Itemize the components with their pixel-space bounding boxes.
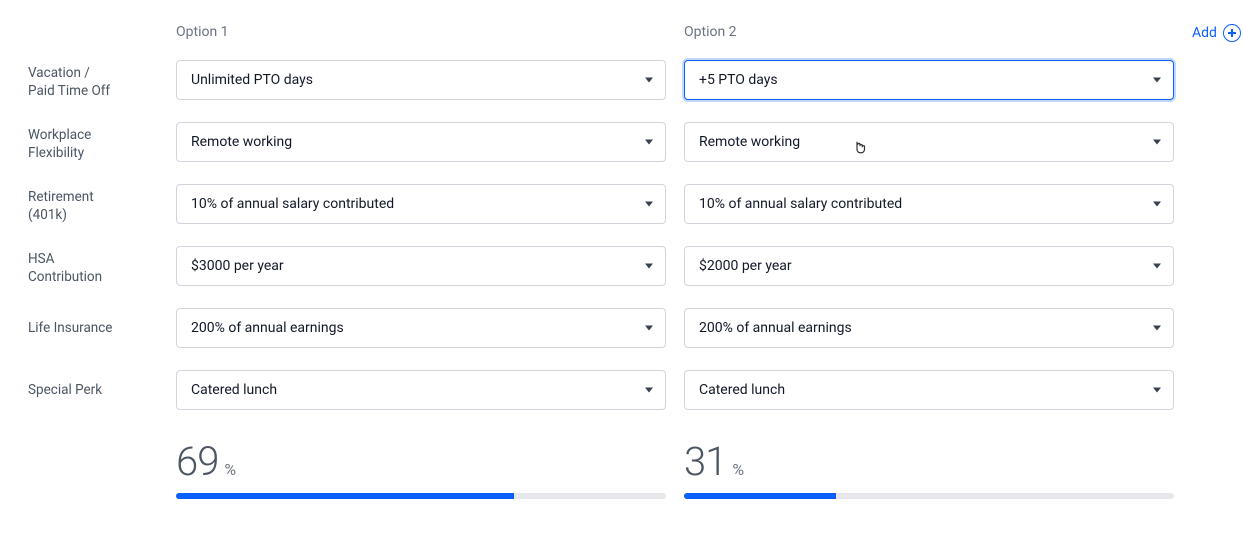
chevron-down-icon bbox=[1153, 78, 1161, 83]
select-value: Remote working bbox=[699, 134, 800, 150]
add-label: Add bbox=[1192, 25, 1217, 41]
chevron-down-icon bbox=[1153, 140, 1161, 145]
select-value: $3000 per year bbox=[191, 258, 284, 274]
select-value: +5 PTO days bbox=[699, 72, 778, 88]
select-value: 200% of annual earnings bbox=[191, 320, 344, 336]
select-opt1-row3[interactable]: $3000 per year bbox=[176, 246, 666, 286]
select-opt2-row4[interactable]: 200% of annual earnings bbox=[684, 308, 1174, 348]
row-label: HSAContribution bbox=[28, 246, 158, 286]
add-option-button[interactable]: Add bbox=[1192, 24, 1241, 60]
column-header-option1: Option 1 bbox=[176, 24, 666, 58]
chevron-down-icon bbox=[1153, 388, 1161, 393]
select-opt1-row4[interactable]: 200% of annual earnings bbox=[176, 308, 666, 348]
select-value: Remote working bbox=[191, 134, 292, 150]
row-label: Life Insurance bbox=[28, 308, 158, 348]
chevron-down-icon bbox=[645, 202, 653, 207]
select-opt1-row2[interactable]: 10% of annual salary contributed bbox=[176, 184, 666, 224]
row-label: Vacation /Paid Time Off bbox=[28, 60, 158, 100]
select-opt2-row1[interactable]: Remote working bbox=[684, 122, 1174, 162]
column-header-option2: Option 2 bbox=[684, 24, 1174, 58]
progress-bar bbox=[684, 493, 1174, 499]
result-percent-value: 69 bbox=[176, 438, 218, 485]
select-value: Catered lunch bbox=[699, 382, 785, 398]
select-opt2-row3[interactable]: $2000 per year bbox=[684, 246, 1174, 286]
select-value: Catered lunch bbox=[191, 382, 277, 398]
chevron-down-icon bbox=[1153, 202, 1161, 207]
select-opt1-row1[interactable]: Remote working bbox=[176, 122, 666, 162]
chevron-down-icon bbox=[645, 140, 653, 145]
select-opt2-row0[interactable]: +5 PTO days bbox=[684, 60, 1174, 100]
row-label: Special Perk bbox=[28, 370, 158, 410]
percent-sign: % bbox=[224, 460, 236, 479]
select-opt2-row2[interactable]: 10% of annual salary contributed bbox=[684, 184, 1174, 224]
select-opt1-row0[interactable]: Unlimited PTO days bbox=[176, 60, 666, 100]
percent-sign: % bbox=[732, 460, 744, 479]
select-value: 200% of annual earnings bbox=[699, 320, 852, 336]
chevron-down-icon bbox=[645, 326, 653, 331]
row-label: WorkplaceFlexibility bbox=[28, 122, 158, 162]
chevron-down-icon bbox=[1153, 264, 1161, 269]
progress-bar bbox=[176, 493, 666, 499]
chevron-down-icon bbox=[1153, 326, 1161, 331]
chevron-down-icon bbox=[645, 78, 653, 83]
result-cell: 31% bbox=[684, 432, 1174, 499]
plus-circle-icon bbox=[1223, 24, 1241, 42]
progress-bar-fill bbox=[176, 493, 514, 499]
select-value: $2000 per year bbox=[699, 258, 792, 274]
select-value: 10% of annual salary contributed bbox=[699, 196, 902, 212]
select-value: Unlimited PTO days bbox=[191, 72, 313, 88]
result-percent-value: 31 bbox=[684, 438, 726, 485]
chevron-down-icon bbox=[645, 388, 653, 393]
progress-bar-fill bbox=[684, 493, 836, 499]
chevron-down-icon bbox=[645, 264, 653, 269]
select-opt1-row5[interactable]: Catered lunch bbox=[176, 370, 666, 410]
result-cell: 69% bbox=[176, 432, 666, 499]
select-value: 10% of annual salary contributed bbox=[191, 196, 394, 212]
select-opt2-row5[interactable]: Catered lunch bbox=[684, 370, 1174, 410]
row-label: Retirement(401k) bbox=[28, 184, 158, 224]
